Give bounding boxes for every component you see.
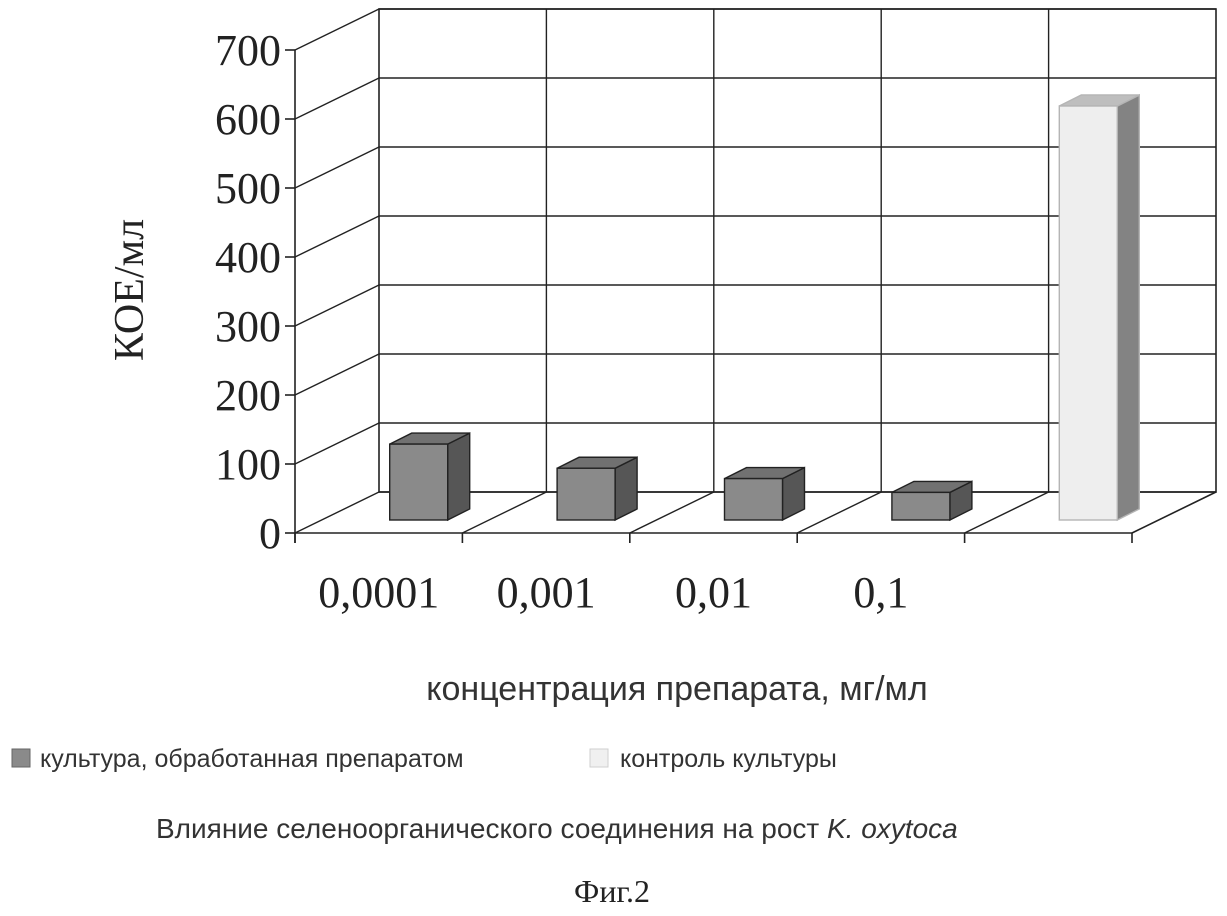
gridline-side [295,147,379,188]
y-tick-label: 0 [259,509,281,558]
floor-divider [462,492,546,533]
x-axis-label: концентрация препарата, мг/мл [426,670,927,708]
bar-control-4 [1059,95,1139,520]
y-tick-label: 400 [215,233,281,282]
chart-caption: Влияние селеноорганического соединения н… [156,813,958,844]
gridline-side [295,285,379,326]
y-tick-label: 500 [215,164,281,213]
x-tick-label: 0,0001 [318,568,439,617]
y-tick-label: 100 [215,440,281,489]
floor-divider [965,492,1049,533]
legend: культура, обработанная препаратом контро… [12,745,837,773]
floor-right-edge [1132,492,1216,533]
legend-label-control: контроль культуры [620,745,837,773]
y-tick-label: 600 [215,95,281,144]
legend-swatch-control [590,749,608,767]
bar-treated-1 [557,457,637,520]
y-tick-label: 200 [215,371,281,420]
y-tick-label: 700 [215,26,281,75]
x-tick-label: 0,1 [853,568,908,617]
gridline-side [295,78,379,119]
bar-treated-0 [390,433,470,520]
x-tick-label: 0,01 [675,568,752,617]
gridline-side [295,9,379,50]
x-tick-label: 0,001 [497,568,596,617]
gridline-side [295,492,379,533]
figure-label: Фиг.2 [574,873,650,909]
chart-bars [390,95,1140,520]
gridline-side [295,216,379,257]
legend-swatch-treated [12,749,30,767]
gridline-side [295,354,379,395]
floor-divider [797,492,881,533]
bar-treated-3 [892,481,972,520]
gridline-side [295,423,379,464]
floor-divider [630,492,714,533]
y-axis-label: КОЕ/мл [107,219,153,361]
legend-label-treated: культура, обработанная препаратом [40,745,464,773]
y-tick-label: 300 [215,302,281,351]
bar-treated-2 [725,468,805,520]
chart-axes: 0 100 200 300 400 500 600 700 0,0001 0,001 0,01 0,1 [215,26,1132,617]
